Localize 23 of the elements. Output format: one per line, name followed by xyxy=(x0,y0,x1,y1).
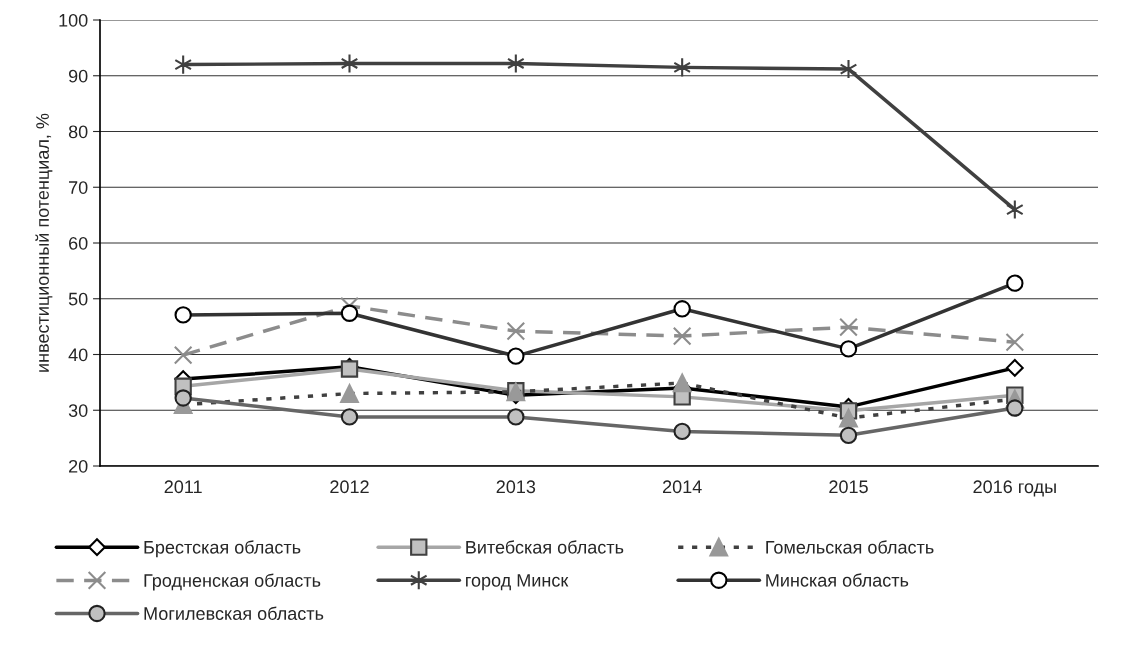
y-axis-title: инвестиционный потенциал, % xyxy=(35,113,53,372)
y-tick-label: 40 xyxy=(68,348,88,362)
legend-label: Гродненская область xyxy=(144,573,321,591)
y-tick-label: 80 xyxy=(68,125,88,139)
y-tick-label: 90 xyxy=(68,69,88,83)
x-tick-label: 2011 xyxy=(164,480,202,494)
x-tick-label: 2013 xyxy=(496,480,536,494)
x-tick-label: 2012 xyxy=(330,480,369,494)
x-tick-label: 2016 годы xyxy=(973,480,1056,497)
legend-label: Гомельская область xyxy=(766,540,934,554)
y-tick-label: 20 xyxy=(69,459,88,473)
y-tick-label: 50 xyxy=(68,292,88,306)
y-tick-label: 30 xyxy=(68,404,88,417)
x-tick-label: 2014 xyxy=(662,480,702,494)
legend-label: город Минск xyxy=(466,574,569,591)
legend-label: Минская область xyxy=(766,573,909,587)
legend-label: Витебская область xyxy=(466,540,624,554)
legend-label: Могилевская область xyxy=(144,606,324,620)
x-tick-label: 2015 xyxy=(829,480,868,494)
y-tick-label: 100 xyxy=(59,13,88,27)
legend-label: Брестская область xyxy=(144,540,301,558)
y-tick-label: 70 xyxy=(69,181,88,194)
y-tick-label: 60 xyxy=(69,236,88,250)
